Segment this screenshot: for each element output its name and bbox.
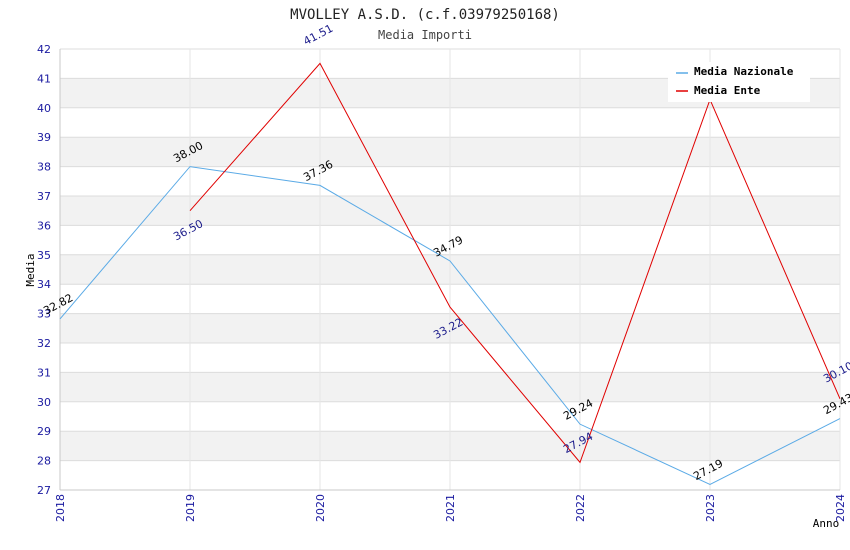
- y-tick-labels: 27 28 29 30 31 32 33 34 35 36 37 38 39 40 41 42: [37, 43, 51, 497]
- y-tick-label: 29: [37, 425, 51, 438]
- data-label: 41.51: [301, 22, 335, 48]
- series-line-media-nazionale: [59, 166, 841, 485]
- x-tick-label: 2021: [444, 494, 457, 522]
- y-tick-label: 31: [37, 366, 51, 379]
- chart-title: MVOLLEY A.S.D. (c.f.03979250168): [290, 7, 560, 23]
- y-tick-label: 32: [37, 337, 51, 350]
- y-tick-label: 27: [37, 484, 51, 497]
- y-axis-label: Media: [24, 253, 37, 286]
- x-tick-label: 2018: [54, 494, 67, 522]
- x-axis-label: Anno: [813, 517, 840, 530]
- y-tick-label: 33: [37, 308, 51, 321]
- y-tick-label: 42: [37, 43, 51, 56]
- legend: Media Nazionale Media Ente: [668, 62, 810, 102]
- x-tick-label: 2020: [314, 494, 327, 522]
- x-tick-label: 2024: [834, 494, 847, 522]
- y-tick-label: 36: [37, 219, 51, 232]
- legend-label-media-nazionale: Media Nazionale: [694, 65, 794, 78]
- x-tick-label: 2019: [184, 494, 197, 522]
- y-tick-label: 35: [37, 249, 51, 262]
- y-tick-label: 40: [37, 102, 51, 115]
- series-line-media-ente: [189, 62, 841, 464]
- x-tick-labels: 2018 2019 2020 2021 2022 2023 2024: [54, 494, 847, 522]
- y-tick-label: 41: [37, 72, 51, 85]
- legend-label-media-ente: Media Ente: [694, 84, 761, 97]
- y-tick-label: 34: [37, 278, 51, 291]
- y-tick-label: 39: [37, 131, 51, 144]
- axes: [59, 49, 840, 491]
- series-lines: [59, 62, 841, 485]
- y-tick-label: 28: [37, 455, 51, 468]
- y-tick-label: 38: [37, 161, 51, 174]
- x-tick-label: 2022: [574, 494, 587, 522]
- chart-subtitle: Media Importi: [378, 28, 472, 42]
- y-tick-label: 37: [37, 190, 51, 203]
- legend-box: [668, 62, 810, 102]
- y-tick-label: 30: [37, 396, 51, 409]
- x-tick-label: 2023: [704, 494, 717, 522]
